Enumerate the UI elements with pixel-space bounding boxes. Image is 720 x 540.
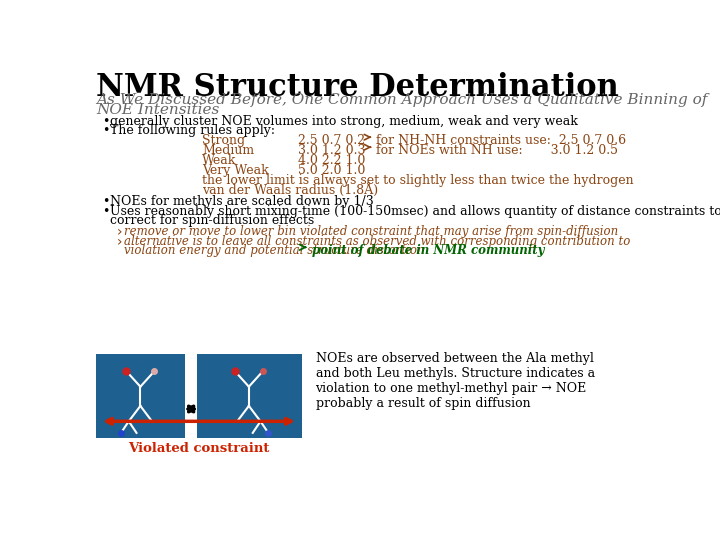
Text: •: • bbox=[102, 115, 109, 128]
Text: Uses reasonably short mixing-time (100-150msec) and allows quantity of distance : Uses reasonably short mixing-time (100-1… bbox=[110, 205, 720, 218]
Text: 4.0 2.2 1.0: 4.0 2.2 1.0 bbox=[297, 154, 365, 167]
Text: ›: › bbox=[117, 235, 122, 249]
Text: 5.0 2.0 1.0: 5.0 2.0 1.0 bbox=[297, 164, 365, 177]
Text: The following rules apply:: The following rules apply: bbox=[110, 124, 275, 137]
Text: point of debate in NMR community: point of debate in NMR community bbox=[312, 244, 544, 257]
Text: correct for spin-diffusion effects: correct for spin-diffusion effects bbox=[110, 214, 315, 227]
Text: van der Waals radius (1.8Å): van der Waals radius (1.8Å) bbox=[202, 184, 379, 197]
Text: Strong: Strong bbox=[202, 134, 246, 147]
Text: Violated constraint: Violated constraint bbox=[128, 442, 269, 455]
Text: Very Weak: Very Weak bbox=[202, 164, 269, 177]
Text: violation energy and potential structure distortion: violation energy and potential structure… bbox=[124, 244, 428, 257]
Text: 2.5 0.7 0.2: 2.5 0.7 0.2 bbox=[297, 134, 365, 147]
Text: for NOEs with NH use:       3.0 1.2 0.5: for NOEs with NH use: 3.0 1.2 0.5 bbox=[376, 144, 618, 157]
Text: Medium: Medium bbox=[202, 144, 254, 157]
Text: Weak: Weak bbox=[202, 154, 237, 167]
Text: ›: › bbox=[117, 225, 122, 239]
Text: NOE Intensities: NOE Intensities bbox=[96, 103, 220, 117]
Text: NMR Structure Determination: NMR Structure Determination bbox=[96, 72, 619, 104]
Text: NOEs for methyls are scaled down by 1/3: NOEs for methyls are scaled down by 1/3 bbox=[110, 195, 374, 208]
Text: NOEs are observed between the Ala methyl
and both Leu methyls. Structure indicat: NOEs are observed between the Ala methyl… bbox=[315, 352, 595, 410]
Text: for NH-NH constraints use:  2.5 0.7 0.6: for NH-NH constraints use: 2.5 0.7 0.6 bbox=[376, 134, 626, 147]
Text: remove or move to lower bin violated constraint that may arise from spin-diffusi: remove or move to lower bin violated con… bbox=[124, 225, 618, 238]
Text: •: • bbox=[102, 205, 109, 218]
Bar bbox=[197, 354, 302, 438]
Text: As We Discussed Before, One Common Approach Uses a Qualitative Binning of: As We Discussed Before, One Common Appro… bbox=[96, 93, 708, 107]
Text: generally cluster NOE volumes into strong, medium, weak and very weak: generally cluster NOE volumes into stron… bbox=[110, 115, 578, 128]
Text: •: • bbox=[102, 124, 109, 137]
Bar bbox=[96, 354, 185, 438]
Text: •: • bbox=[102, 195, 109, 208]
Text: the lower limit is always set to slightly less than twice the hydrogen: the lower limit is always set to slightl… bbox=[202, 174, 634, 187]
Text: alternative is to leave all constraints as observed with corresponding contribut: alternative is to leave all constraints … bbox=[124, 235, 631, 248]
Text: 3.0 1.2 0.3: 3.0 1.2 0.3 bbox=[297, 144, 365, 157]
